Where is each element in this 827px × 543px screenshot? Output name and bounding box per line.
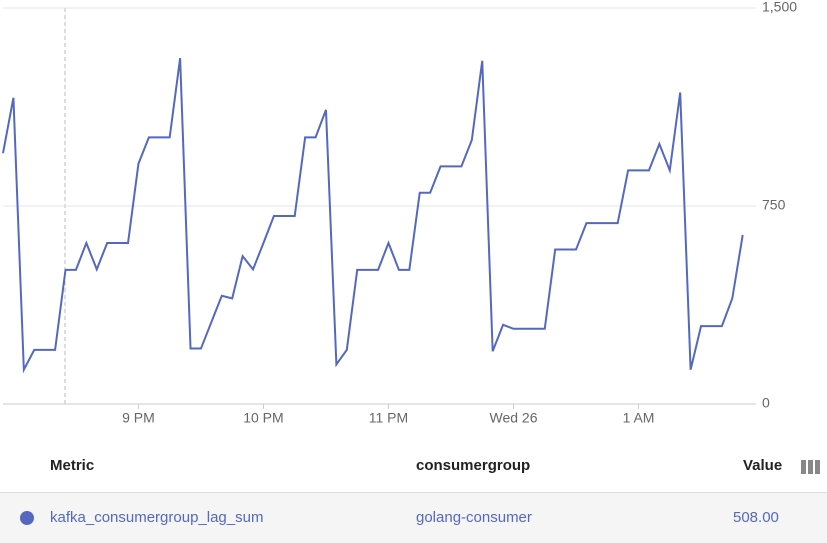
x-tick-label: 10 PM [243,410,283,426]
y-tick-label: 1,500 [762,0,797,15]
table-row[interactable]: kafka_consumergroup_lag_sum golang-consu… [0,492,827,543]
value-cell: 508.00 [733,509,779,526]
column-header[interactable]: Metric [50,457,95,474]
y-tick-label: 0 [762,395,770,411]
metric-cell: kafka_consumergroup_lag_sum [50,509,264,526]
legend-table: Metric consumergroup Value kafka_consume… [0,440,827,543]
series-dot [20,511,34,525]
columns-icon[interactable] [800,459,822,475]
column-header[interactable]: consumergroup [416,457,531,474]
chart: 0 750 1,500 9 PM 10 PM 11 PM Wed 26 1 AM [2,0,797,426]
series-line [2,58,744,374]
column-header[interactable]: Value [743,457,783,474]
x-tick-label: 11 PM [369,410,408,426]
y-tick-label: 750 [762,197,786,213]
x-tick-label: 1 AM [623,410,655,426]
x-tick-label: Wed 26 [490,410,538,426]
x-tick-label: 9 PM [122,410,155,426]
group-cell: golang-consumer [416,509,532,526]
